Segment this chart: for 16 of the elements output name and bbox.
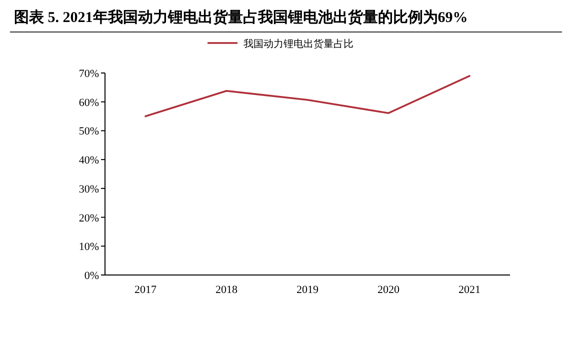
y-tick-label: 10% [78,241,99,254]
legend-label: 我国动力锂电出货量占比 [244,38,354,50]
line-series [144,74,470,118]
y-tick-label: 0% [84,270,99,282]
x-tick-label: 2020 [378,284,400,296]
y-tick-label: 70% [78,68,99,80]
y-tick-label: 60% [78,96,99,109]
x-tick-label: 2017 [134,284,157,296]
x-tick-label: 2021 [458,284,480,296]
y-tick-label: 40% [78,154,99,167]
chart-title: 图表 5. 2021年我国动力锂电出货量占我国锂电池出货量的比例为69% [14,9,468,26]
y-tick-label: 50% [78,126,99,138]
y-tick-label: 30% [78,183,99,196]
x-tick-label: 2019 [296,284,319,296]
y-tick-label: 20% [78,212,99,224]
x-tick-label: 2018 [216,284,238,296]
